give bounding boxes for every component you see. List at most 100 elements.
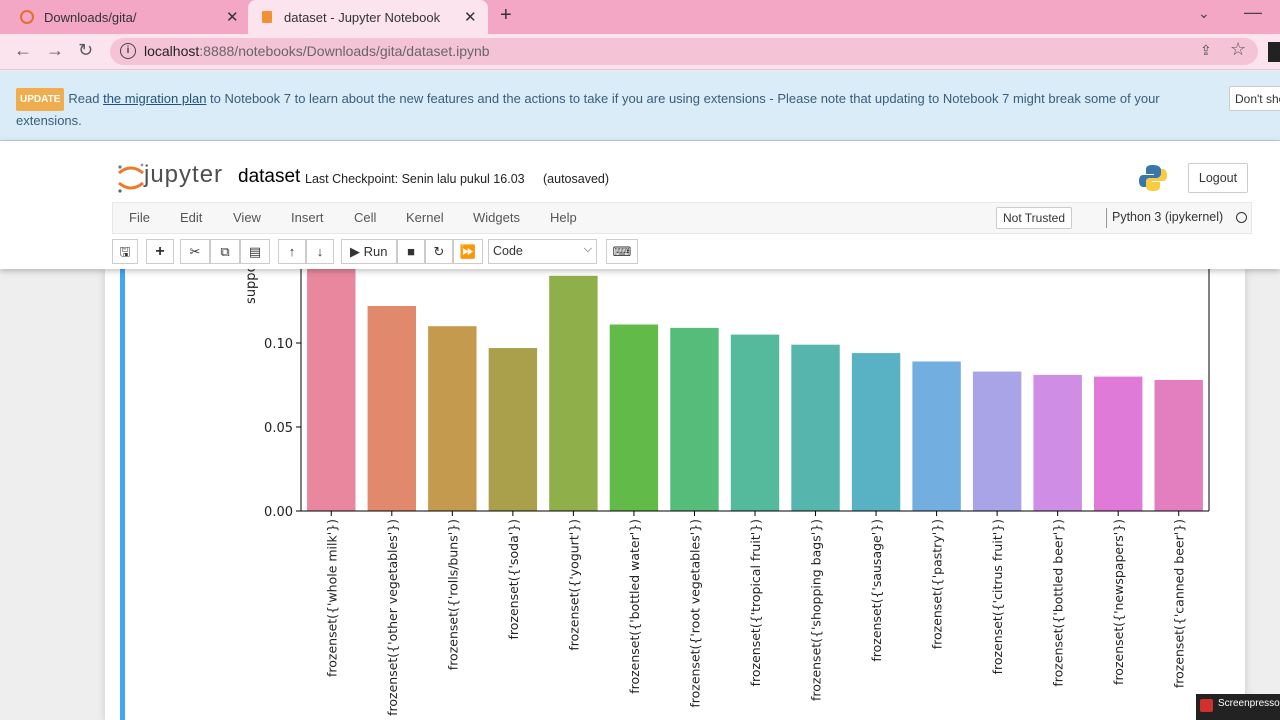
x-tick-label: frozenset({'root vegetables'}) [687, 519, 702, 708]
migration-banner: UPDATE Read the migration plan to Noteboo… [0, 71, 1280, 141]
support-bar-chart: 0.00 0.05 0.10 support frozenset({'whole mil… [244, 269, 1210, 716]
side-panel-icon[interactable] [1268, 42, 1280, 62]
migration-plan-link[interactable]: the migration plan [103, 91, 207, 106]
chart-bar [791, 344, 840, 511]
menu-bar: File Edit View Insert Cell Kernel Widget… [112, 202, 1252, 234]
bookmark-star-icon[interactable]: ☆ [1230, 39, 1247, 59]
cell-selection-bar [120, 269, 125, 720]
x-tick-label: frozenset({'sausage'}) [869, 519, 884, 662]
minimize-icon[interactable]: — [1244, 2, 1262, 22]
site-info-icon[interactable]: i [120, 43, 136, 59]
tab-dataset-notebook[interactable]: dataset - Jupyter Notebook ✕ [248, 0, 488, 34]
move-up-button[interactable]: ↑ [278, 239, 306, 264]
share-icon[interactable]: ⇪ [1200, 42, 1212, 58]
paste-icon: ▤ [248, 244, 262, 259]
x-tick-label: frozenset({'bottled water'}) [627, 519, 642, 694]
close-tab-icon[interactable]: ✕ [226, 9, 239, 26]
copy-icon: ⧉ [220, 244, 230, 259]
y-tick-label: 0.05 [264, 421, 293, 436]
jupyter-logo-icon[interactable] [116, 161, 146, 195]
plus-icon: + [155, 243, 165, 260]
x-tick-label: frozenset({'whole milk'}) [324, 519, 339, 677]
play-icon: ▶ [350, 244, 360, 259]
url-input[interactable]: i localhost:8888/notebooks/Downloads/git… [110, 38, 1258, 65]
chart-bar [1154, 379, 1203, 511]
insert-cell-button[interactable]: + [146, 239, 174, 264]
tab-search-chevron-icon[interactable]: ⌄ [1198, 5, 1210, 21]
restart-run-all-button[interactable]: ⏩ [453, 239, 483, 264]
kernel-idle-indicator-icon [1236, 212, 1247, 223]
stop-icon: ■ [407, 244, 415, 259]
menu-file[interactable]: File [129, 210, 150, 225]
notebook-container: 0.00 0.05 0.10 support frozenset({'whole mil… [0, 269, 1280, 720]
chart-bar [488, 348, 538, 511]
address-bar-row: ← → ↻ i localhost:8888/notebooks/Downloa… [0, 34, 1280, 70]
scissors-icon: ✂ [189, 244, 201, 259]
arrow-up-icon: ↑ [288, 244, 296, 259]
dont-show-button[interactable]: Don't show [1229, 86, 1280, 111]
jupyter-header: jupyter dataset Last Checkpoint: Senin l… [0, 141, 1280, 269]
command-palette-button[interactable]: ⌨ [606, 239, 638, 264]
new-tab-icon[interactable]: + [500, 4, 512, 26]
x-tick-label: frozenset({'shopping bags'}) [809, 519, 824, 701]
fast-forward-icon: ⏩ [459, 244, 477, 259]
close-tab-icon[interactable]: ✕ [464, 9, 477, 26]
x-tick-label: frozenset({'citrus fruit'}) [990, 519, 1005, 674]
cut-button[interactable]: ✂ [180, 239, 210, 264]
screenpresso-logo-icon [1200, 699, 1213, 712]
x-tick-label: frozenset({'yogurt'}) [566, 519, 581, 651]
jupyter-favicon-icon [20, 10, 34, 24]
browser-tab-bar: Downloads/gita/ ✕ dataset - Jupyter Note… [0, 0, 1280, 34]
save-button[interactable]: 🖫 [112, 239, 138, 264]
y-axis-label: support [244, 269, 259, 304]
back-arrow-icon[interactable]: ← [14, 40, 32, 60]
y-tick-label: 0.10 [264, 337, 293, 352]
chart-bar [609, 324, 659, 511]
menu-help[interactable]: Help [550, 210, 577, 225]
tab-title: Downloads/gita/ [44, 9, 137, 25]
tab-downloads[interactable]: Downloads/gita/ ✕ [0, 0, 248, 34]
x-tick-label: frozenset({'tropical fruit'}) [748, 519, 763, 686]
kernel-name[interactable]: Python 3 (ipykernel) [1112, 210, 1224, 224]
chevron-down-icon: ⌵ [583, 243, 592, 255]
menu-edit[interactable]: Edit [180, 210, 203, 225]
run-button[interactable]: ▶ Run [341, 239, 397, 264]
jupyter-logo-text: jupyter [144, 161, 224, 188]
chart-bar [549, 275, 598, 511]
not-trusted-button[interactable]: Not Trusted [996, 207, 1073, 229]
x-tick-label: frozenset({'bottled beer'}) [1051, 519, 1066, 687]
notebook-favicon-icon [262, 11, 272, 23]
arrow-down-icon: ↓ [316, 244, 324, 259]
output-cell[interactable]: 0.00 0.05 0.10 support frozenset({'whole mil… [105, 269, 1245, 720]
menu-view[interactable]: View [233, 210, 261, 225]
menu-insert[interactable]: Insert [291, 210, 324, 225]
chart-bar [307, 269, 356, 511]
python-logo-icon [1139, 165, 1167, 191]
notebook-name[interactable]: dataset [238, 166, 301, 187]
x-tick-label: frozenset({'rolls/buns'}) [445, 519, 460, 670]
x-tick-label: frozenset({'pastry'}) [930, 519, 945, 649]
tab-title: dataset - Jupyter Notebook [284, 9, 441, 25]
interrupt-button[interactable]: ■ [397, 239, 425, 264]
restart-button[interactable]: ↻ [425, 239, 453, 264]
x-tick-label: frozenset({'soda'}) [506, 519, 521, 639]
cell-type-select[interactable]: Code ⌵ [488, 239, 597, 264]
x-tick-label: frozenset({'canned beer'}) [1172, 519, 1187, 688]
menu-widgets[interactable]: Widgets [473, 210, 520, 225]
logout-button[interactable]: Logout [1188, 163, 1248, 193]
update-badge: UPDATE [16, 88, 65, 111]
menu-cell[interactable]: Cell [354, 210, 377, 225]
copy-button[interactable]: ⧉ [210, 239, 240, 264]
checkpoint-status: Last Checkpoint: Senin lalu pukul 16.03 [305, 172, 525, 186]
screenpresso-watermark: Screenpresso [1196, 694, 1280, 720]
move-down-button[interactable]: ↓ [306, 239, 334, 264]
save-icon: 🖫 [119, 244, 131, 259]
chart-bar [912, 361, 961, 511]
chart-bar [972, 371, 1022, 511]
forward-arrow-icon[interactable]: → [46, 40, 64, 60]
menu-kernel[interactable]: Kernel [406, 210, 444, 225]
chart-bar [1033, 374, 1082, 511]
paste-button[interactable]: ▤ [240, 239, 270, 264]
reload-icon[interactable]: ↻ [78, 40, 94, 60]
keyboard-icon: ⌨ [612, 244, 632, 259]
